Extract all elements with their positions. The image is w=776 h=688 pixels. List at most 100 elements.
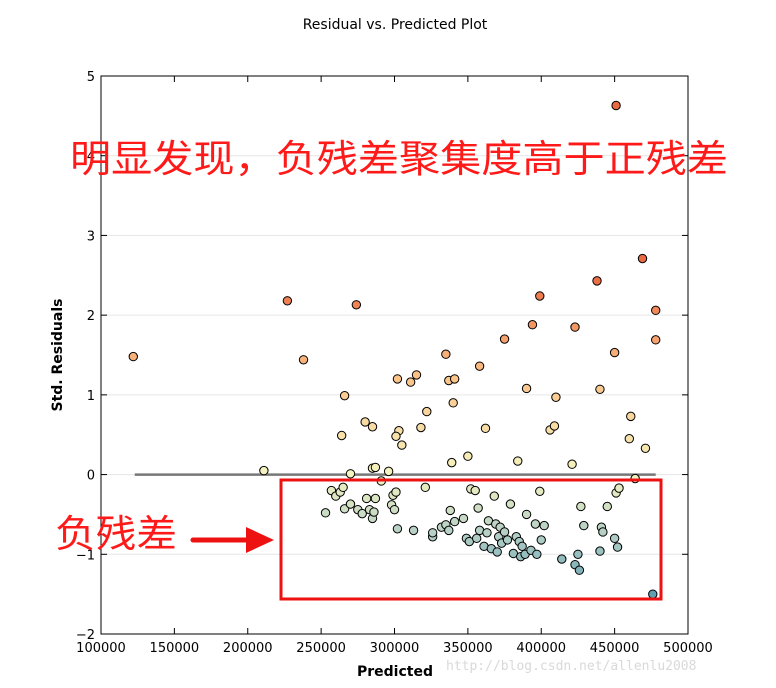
data-point xyxy=(592,276,602,286)
data-point xyxy=(383,466,394,477)
y-axis-title: Std. Residuals xyxy=(50,299,66,412)
data-point xyxy=(530,519,541,529)
data-point xyxy=(449,516,460,527)
watermark: http://blog.csdn.net/allenlu2008 xyxy=(446,659,696,674)
data-point xyxy=(521,383,532,394)
data-point xyxy=(339,390,350,401)
y-tick-label: 5 xyxy=(87,70,95,85)
data-point xyxy=(549,421,560,431)
data-point xyxy=(567,459,577,469)
data-point xyxy=(397,440,407,450)
data-point xyxy=(648,589,658,599)
data-point xyxy=(361,493,372,504)
negative-residuals-highlight-box xyxy=(279,478,663,601)
y-tick-label: 0 xyxy=(87,469,95,484)
y-tick-label: 4 xyxy=(87,150,95,165)
data-point xyxy=(637,253,648,264)
y-tick-label: 2 xyxy=(87,309,95,324)
data-point xyxy=(535,291,545,301)
data-point xyxy=(535,486,545,497)
arrow-icon xyxy=(190,527,274,553)
data-point xyxy=(595,546,605,556)
y-tick-label: 1 xyxy=(87,389,95,404)
x-tick-label: 150000 xyxy=(150,641,200,656)
data-point xyxy=(640,443,651,453)
x-tick-label: 450000 xyxy=(590,641,640,656)
data-point xyxy=(282,296,293,306)
x-tick-label: 250000 xyxy=(296,641,346,656)
data-point xyxy=(420,482,431,493)
data-point xyxy=(463,451,473,461)
data-point xyxy=(370,462,381,473)
data-point xyxy=(336,430,347,441)
data-point xyxy=(128,351,138,362)
data-point xyxy=(298,355,309,365)
data-point xyxy=(471,533,482,544)
data-point xyxy=(444,525,454,536)
data-point xyxy=(416,422,426,433)
data-point xyxy=(448,398,458,408)
data-point xyxy=(499,527,510,537)
data-point xyxy=(441,349,451,359)
data-point xyxy=(573,549,583,559)
negative-residuals-label: 负残差 xyxy=(55,512,177,556)
data-point xyxy=(521,509,532,520)
data-point xyxy=(351,300,362,310)
data-point xyxy=(536,535,546,545)
data-point xyxy=(259,465,269,476)
data-point xyxy=(614,483,624,493)
data-points xyxy=(128,100,661,599)
data-point xyxy=(609,533,620,544)
x-axis-title: Predicted xyxy=(357,664,433,680)
data-point xyxy=(408,525,419,536)
data-point xyxy=(345,499,356,509)
data-point xyxy=(612,542,623,552)
data-point xyxy=(598,527,608,537)
data-point xyxy=(474,361,485,371)
data-point xyxy=(539,520,549,531)
data-point xyxy=(445,505,455,516)
data-point xyxy=(557,554,567,564)
data-point xyxy=(458,513,469,524)
data-point xyxy=(551,392,561,402)
data-point xyxy=(320,508,331,518)
data-point xyxy=(369,507,379,517)
y-tick-label: −2 xyxy=(76,628,95,643)
data-point xyxy=(513,456,523,466)
x-tick-label: 100000 xyxy=(76,641,126,656)
data-point xyxy=(626,411,636,422)
data-point xyxy=(338,482,348,493)
data-point xyxy=(360,417,370,427)
data-point xyxy=(517,541,527,552)
x-tick-label: 500000 xyxy=(663,641,713,656)
x-tick-label: 400000 xyxy=(516,641,566,656)
data-point xyxy=(367,422,378,432)
data-point xyxy=(345,469,356,479)
data-point xyxy=(651,335,661,345)
data-point xyxy=(624,434,634,444)
data-point xyxy=(427,528,438,538)
y-tick-label: −1 xyxy=(76,548,95,563)
data-point xyxy=(405,377,416,387)
data-point xyxy=(449,374,460,384)
data-point xyxy=(447,457,457,468)
chart-title: Residual vs. Predicted Plot xyxy=(303,17,488,33)
data-point xyxy=(505,499,516,509)
data-point xyxy=(574,565,585,575)
data-point xyxy=(651,305,661,316)
data-point xyxy=(391,487,401,497)
data-point xyxy=(473,503,483,513)
x-tick-label: 200000 xyxy=(223,641,273,656)
data-point xyxy=(391,431,401,442)
data-point xyxy=(370,493,381,504)
data-point xyxy=(422,406,432,417)
data-point xyxy=(492,547,502,557)
data-point xyxy=(595,384,605,394)
y-tick-label: 3 xyxy=(87,229,95,244)
data-point xyxy=(411,370,422,380)
data-point xyxy=(392,374,403,384)
data-point xyxy=(502,535,513,545)
data-point xyxy=(527,320,538,330)
headline-annotation: 明显发现，负残差聚集度高于正残差 xyxy=(70,137,728,181)
